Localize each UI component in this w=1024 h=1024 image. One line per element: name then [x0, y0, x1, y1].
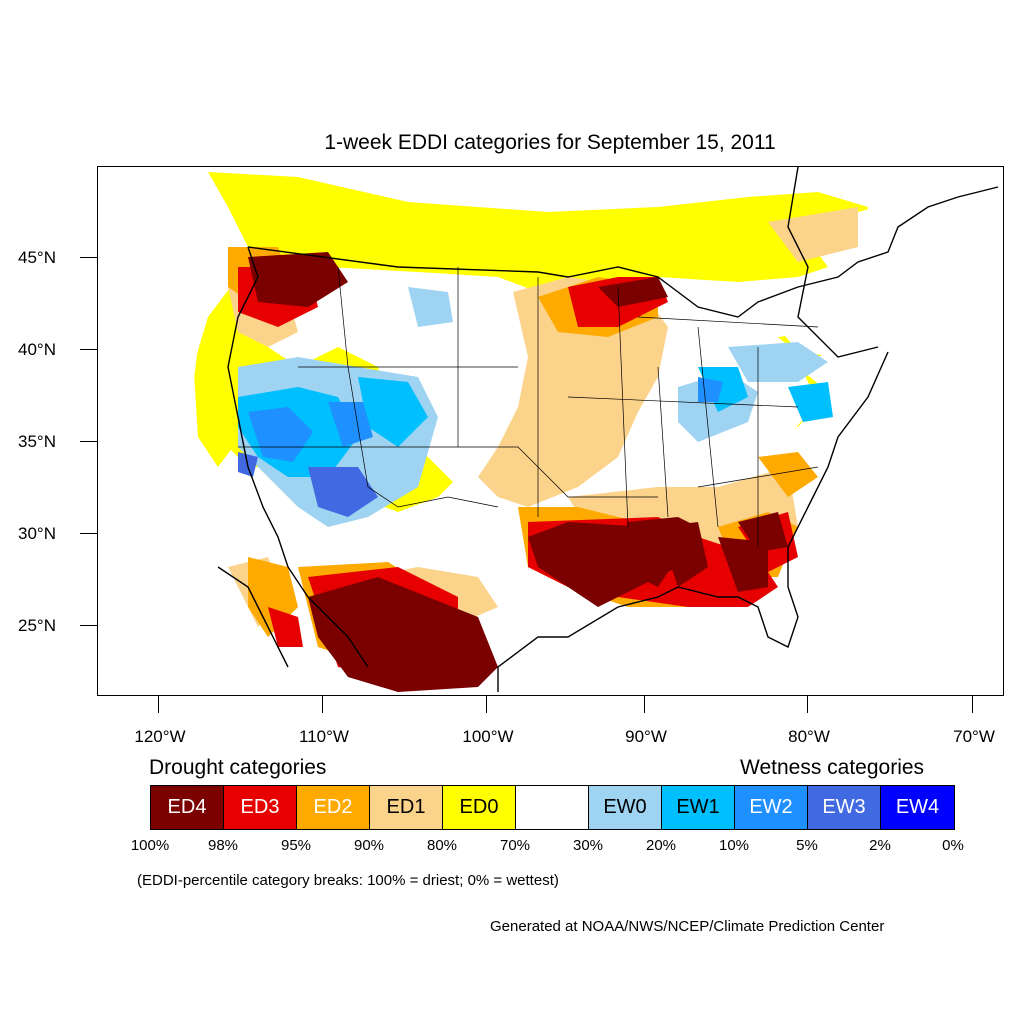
- percentile-break-label: 80%: [426, 837, 458, 854]
- percentile-break-label: 90%: [353, 837, 385, 854]
- lon-tick: [486, 696, 488, 713]
- lat-label-25: 25°N: [18, 616, 56, 635]
- credit-line: Generated at NOAA/NWS/NCEP/Climate Predi…: [490, 918, 885, 935]
- lat-tick: [80, 349, 97, 351]
- legend-cell-ed0: ED0: [443, 786, 516, 829]
- percentile-break-label: 20%: [645, 837, 677, 854]
- map-canvas: [98, 167, 1003, 695]
- lon-label-120: 120°W: [134, 727, 186, 746]
- legend-cell-normal: [516, 786, 589, 829]
- legend-cell-ew3: EW3: [808, 786, 881, 829]
- percentile-break-label: 100%: [130, 837, 170, 854]
- lat-tick: [80, 533, 97, 535]
- lat-tick: [80, 257, 97, 259]
- ew2-areas: [248, 377, 723, 462]
- legend-cell-ed4: ED4: [151, 786, 224, 829]
- legend-cell-ed1: ED1: [370, 786, 443, 829]
- lat-label-45: 45°N: [18, 248, 56, 267]
- lon-tick: [972, 696, 974, 713]
- percentile-break-label: 2%: [869, 837, 891, 854]
- lon-tick: [644, 696, 646, 713]
- percentile-break-label: 95%: [280, 837, 312, 854]
- lon-label-80: 80°W: [788, 727, 830, 746]
- lat-tick: [80, 625, 97, 627]
- percentile-break-label: 10%: [718, 837, 750, 854]
- lon-tick: [158, 696, 160, 713]
- percentile-break-label: 0%: [942, 837, 964, 854]
- legend-cell-ew1: EW1: [662, 786, 735, 829]
- legend-cell-ed2: ED2: [297, 786, 370, 829]
- drought-heading: Drought categories: [149, 756, 327, 779]
- lon-label-100: 100°W: [462, 727, 514, 746]
- lat-label-35: 35°N: [18, 432, 56, 451]
- legend-bar: ED4 ED3 ED2 ED1 ED0 EW0 EW1 EW2 EW3 EW4: [150, 785, 955, 830]
- lat-tick: [80, 441, 97, 443]
- lat-label-40: 40°N: [18, 340, 56, 359]
- legend-cell-ew4: EW4: [881, 786, 954, 829]
- state-lines: [238, 266, 819, 547]
- percentile-break-label: 5%: [796, 837, 818, 854]
- lon-tick: [807, 696, 809, 713]
- coastlines: [217, 167, 999, 692]
- legend-cell-ed3: ED3: [224, 786, 297, 829]
- lon-label-110: 110°W: [299, 727, 349, 746]
- lon-tick: [322, 696, 324, 713]
- lon-label-90: 90°W: [625, 727, 667, 746]
- ed4-areas: [248, 252, 788, 692]
- percentile-break-label: 70%: [499, 837, 531, 854]
- map-title: 1-week EDDI categories for September 15,…: [324, 131, 776, 154]
- percentile-break-label: 30%: [572, 837, 604, 854]
- legend-cell-ew0: EW0: [589, 786, 662, 829]
- category-note: (EDDI-percentile category breaks: 100% =…: [137, 872, 559, 889]
- lon-label-70: 70°W: [953, 727, 995, 746]
- eddi-map: [97, 166, 1004, 696]
- legend-cell-ew2: EW2: [735, 786, 808, 829]
- lat-label-30: 30°N: [18, 524, 56, 543]
- wetness-heading: Wetness categories: [740, 756, 925, 779]
- percentile-break-label: 98%: [207, 837, 239, 854]
